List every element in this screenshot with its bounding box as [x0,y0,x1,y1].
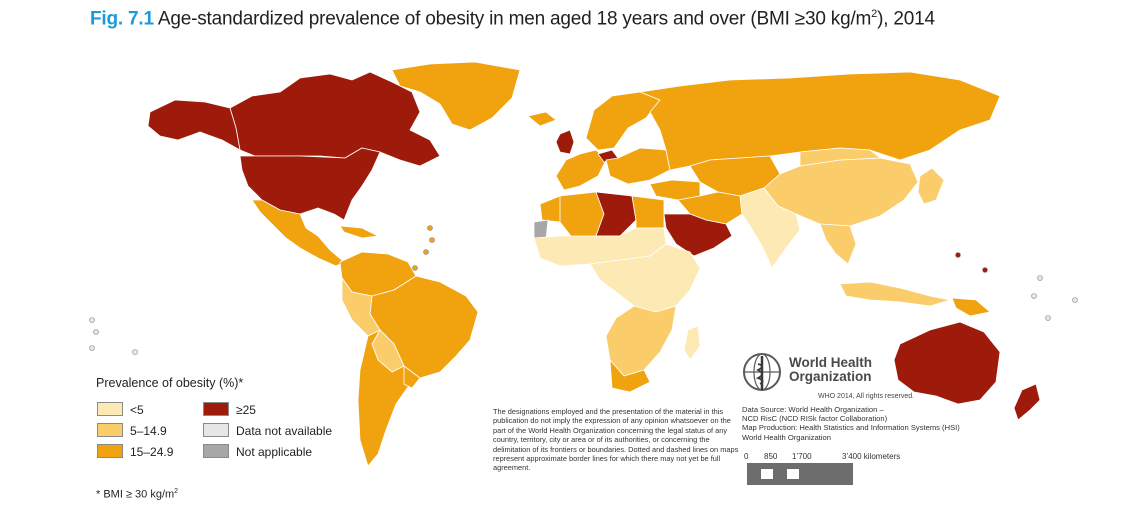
scale-tick-850: 850 [764,452,778,461]
credits-line2: NCD RisC (NCD RISk factor Collaboration) [742,414,888,424]
region-cuba [339,225,379,239]
island-marker [1072,297,1078,303]
island-marker [89,317,95,323]
legend-swatch-ge25 [203,402,229,416]
island-marker [427,225,433,231]
footnote: * BMI ≥ 30 kg/m2 [96,488,178,501]
figure-label: Fig. 7.1 [90,8,154,30]
region-iceland [527,111,557,127]
island-marker [1045,315,1051,321]
who-copyright: WHO 2014, All rights reserved. [818,393,915,400]
region-madagascar [683,325,701,361]
who-name-line1: World Health [789,355,873,370]
title-text: Age-standardized prevalence of obesity i… [157,8,872,30]
region-scandinavia [585,91,661,151]
island-marker [955,252,961,258]
region-argentina [357,329,411,467]
legend-label-lt5: <5 [130,403,144,417]
scale-tick-3400: 3’400 kilometers [842,452,901,461]
legend-swatch-not-applicable [203,444,229,458]
region-central-africa [589,243,701,313]
who-name-line2: Organization [789,369,872,384]
island-marker [982,267,988,273]
island-marker [1031,293,1037,299]
legend-swatch-lt5 [97,402,123,416]
who-logo-icon [743,353,781,391]
region-western-europe [555,149,607,191]
region-australia [893,321,1001,405]
region-usa [239,147,381,221]
region-south-africa [609,359,651,393]
credits-line3: Map Production: Health Statistics and In… [742,423,960,433]
region-southeast-asia [819,223,857,265]
footnote-text: * BMI ≥ 30 kg/m [96,488,175,501]
region-southern-africa [605,305,677,377]
region-egypt [631,195,665,229]
credits-line4: World Health Organization [742,432,831,442]
map-title: Fig. 7.1 Age-standardized prevalence of … [90,8,935,30]
legend-label-ge25: ≥25 [236,403,256,417]
disclaimer: The designations employed and the presen… [493,407,739,473]
region-uruguay [403,365,421,389]
region-greenland [391,61,521,131]
region-japan [917,167,945,205]
legend-title: Prevalence of obesity (%)* [96,376,244,390]
legend-label-5-15: 5–14.9 [130,424,167,438]
region-uk [555,129,575,155]
title-superscript: 2 [871,8,878,20]
credits: Data Source: World Health Organization –… [742,405,960,442]
region-india [739,187,801,269]
region-png [951,297,991,317]
legend-label-15-25: 15–24.9 [130,445,174,459]
scale-tick-1700: 1’700 [792,452,812,461]
island-marker [412,265,418,271]
credits-line1: Data Source: World Health Organization – [742,405,884,414]
region-mongolia [799,147,881,167]
legend-swatch-no-data [203,423,229,437]
island-marker [89,345,95,351]
region-indonesia [839,281,951,307]
legend-label-not-applicable: Not applicable [236,445,313,459]
region-saudi-arabia [663,213,733,257]
region-alaska [147,99,241,151]
island-marker [429,237,435,243]
who-name: World Health Organization [789,356,872,384]
footnote-superscript: 2 [174,488,179,495]
region-eastern-europe [605,147,671,185]
legend-swatch-15-25 [97,444,123,458]
scale-bar [747,463,853,485]
island-marker [1037,275,1043,281]
legend-swatch-5-15 [97,423,123,437]
island-marker [423,249,429,255]
region-new-zealand [1013,383,1041,421]
legend-label-no-data: Data not available [236,424,333,438]
island-marker [132,349,138,355]
title-suffix: ), 2014 [877,8,935,30]
scale-tick-0: 0 [744,452,749,461]
island-marker [93,329,99,335]
